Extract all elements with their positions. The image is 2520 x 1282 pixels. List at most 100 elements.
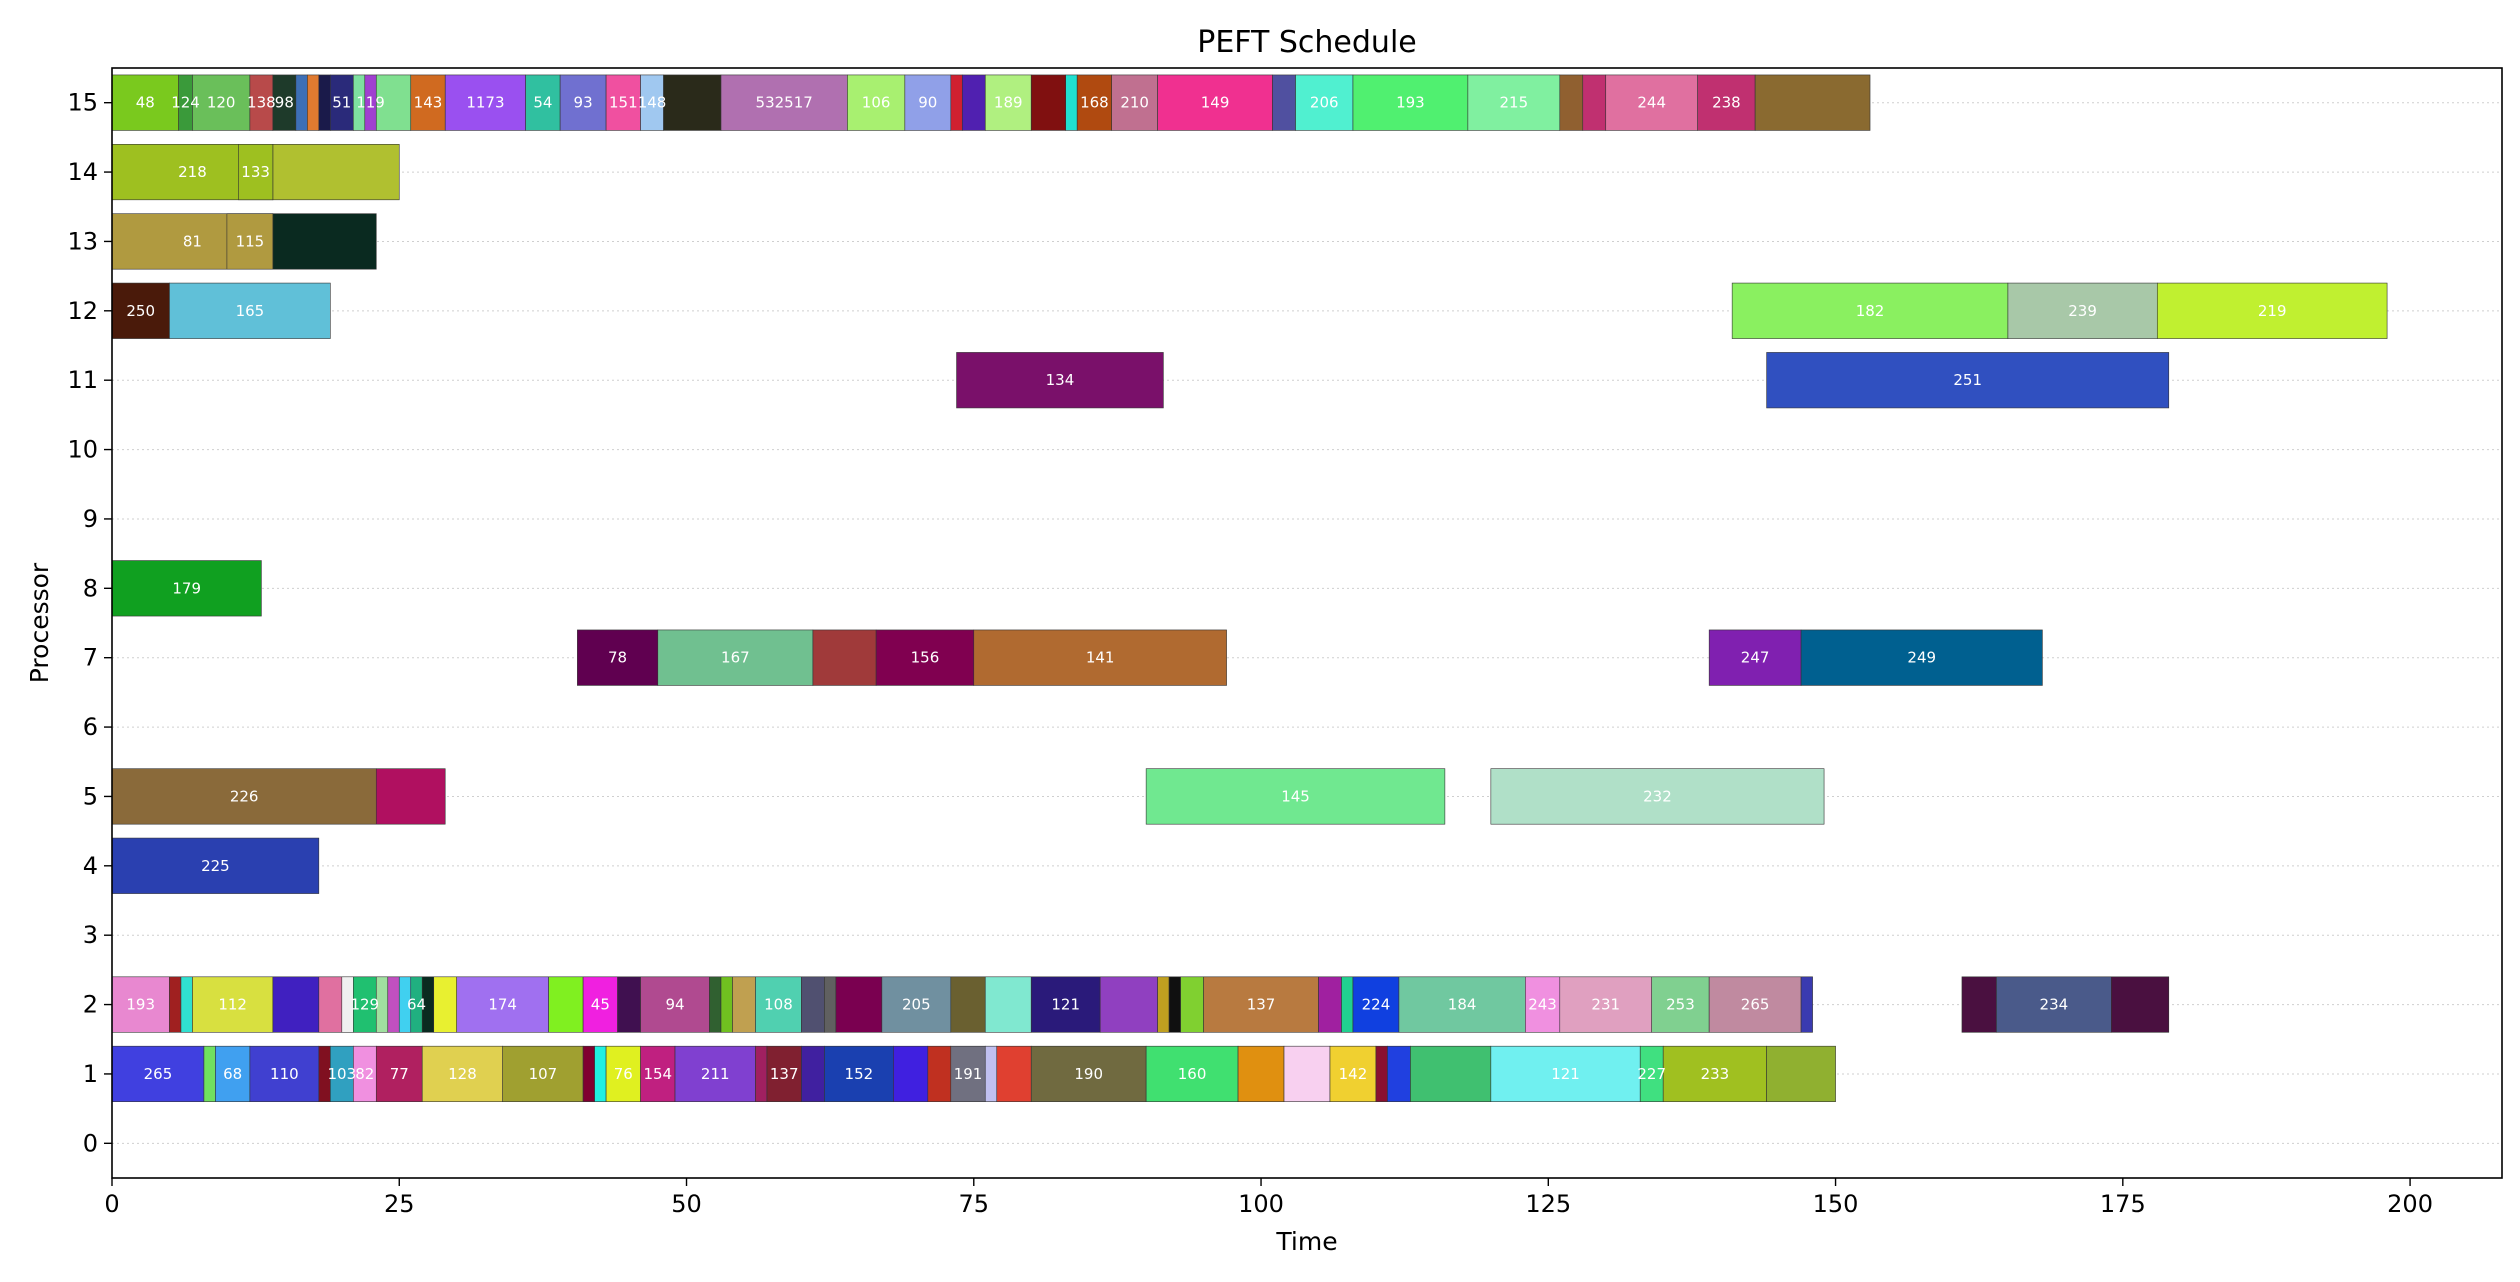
task-label: 137 [1247,996,1276,1014]
task-label: 145 [1281,787,1310,805]
task-bar [444,74,526,131]
task-bar [755,1045,768,1102]
task-bar [375,1045,423,1102]
y-tick-label: 4 [83,852,98,880]
task-label: 243 [1528,996,1557,1014]
task-bar [801,1045,825,1102]
task-label: 129 [350,996,379,1014]
y-tick-label: 8 [83,574,98,602]
y-tick-label: 10 [67,436,98,464]
task-bar [640,1045,676,1102]
task-label: 224 [1362,996,1391,1014]
task-label: 68 [223,1065,242,1083]
task-label: 189 [994,94,1023,112]
task-bar [824,976,837,1033]
task-bar [456,976,549,1033]
task-label: 227 [1637,1065,1666,1083]
task-bar [272,144,400,201]
task-label: 148 [638,94,667,112]
task-label: 110 [270,1065,299,1083]
task-bar [961,74,986,131]
task-label: 250 [126,302,155,320]
task-bar [893,1045,929,1102]
x-tick-label: 125 [1525,1190,1571,1218]
task-bar [2156,282,2388,339]
task-label: 90 [918,94,937,112]
task-label: 174 [488,996,517,1014]
task-label: 184 [1448,996,1477,1014]
task-label: 138 [247,94,276,112]
task-bar [1800,976,1813,1033]
task-bar [215,1045,251,1102]
task-label: 165 [236,302,265,320]
task-label: 190 [1074,1065,1103,1083]
task-bar [720,976,733,1033]
task-bar [1708,629,1802,686]
task-label: 112 [218,996,247,1014]
task-bar [433,976,458,1033]
y-axis-label: Processor [25,562,54,683]
task-bar [421,1045,503,1102]
task-label: 51 [332,94,351,112]
task-label: 218 [178,163,207,181]
y-tick-label: 13 [67,227,98,255]
task-label: 121 [1051,996,1080,1014]
task-bar [1754,74,1871,131]
task-label: 82 [355,1065,374,1083]
y-tick-label: 14 [67,158,98,186]
task-bar [605,1045,641,1102]
task-bar [1559,74,1584,131]
task-label: 77 [390,1065,409,1083]
task-bar [2111,976,2170,1033]
task-label: 179 [172,579,201,597]
task-bar [1341,976,1354,1033]
task-bar [732,976,756,1033]
task-bar [956,352,1164,409]
task-label: 108 [764,996,793,1014]
task-bar [1295,74,1354,131]
task-bar [950,74,963,131]
task-bar [984,1045,998,1102]
task-bar [812,629,877,686]
task-bar [1525,976,1561,1033]
plot-frame [111,67,2503,1179]
task-label: 45 [591,996,610,1014]
task-bar [272,213,377,270]
task-bar [318,74,331,131]
task-bar [1651,976,1710,1033]
task-label: 265 [1741,996,1770,1014]
task-label: 154 [643,1065,672,1083]
task-bar [824,1045,894,1102]
task-label: 93 [574,94,593,112]
task-label: 238 [1712,94,1741,112]
task-bar [657,629,814,686]
task-bar [950,976,986,1033]
task-bar [375,74,412,131]
y-tick-label: 3 [83,921,98,949]
task-label: 152 [845,1065,874,1083]
task-bar [927,1045,952,1102]
task-bar [1180,976,1204,1033]
x-tick-label: 200 [2387,1190,2433,1218]
task-bar [111,282,170,339]
task-label: 211 [701,1065,730,1083]
task-label: 160 [1178,1065,1207,1083]
task-label: 78 [608,649,627,667]
task-bar [1237,1045,1285,1102]
task-label: 54 [533,94,552,112]
x-tick-label: 25 [384,1190,415,1218]
task-label: 119 [356,94,385,112]
task-bar [1030,74,1067,131]
task-bar [1766,1045,1836,1102]
task-bar [226,213,274,270]
task-bar [375,768,446,825]
task-label: 120 [207,94,236,112]
task-label: 128 [448,1065,477,1083]
task-bar [1662,1045,1767,1102]
task-bar [548,976,584,1033]
task-label: 156 [911,649,940,667]
task-bar [640,976,710,1033]
task-label: 182 [1856,302,1885,320]
